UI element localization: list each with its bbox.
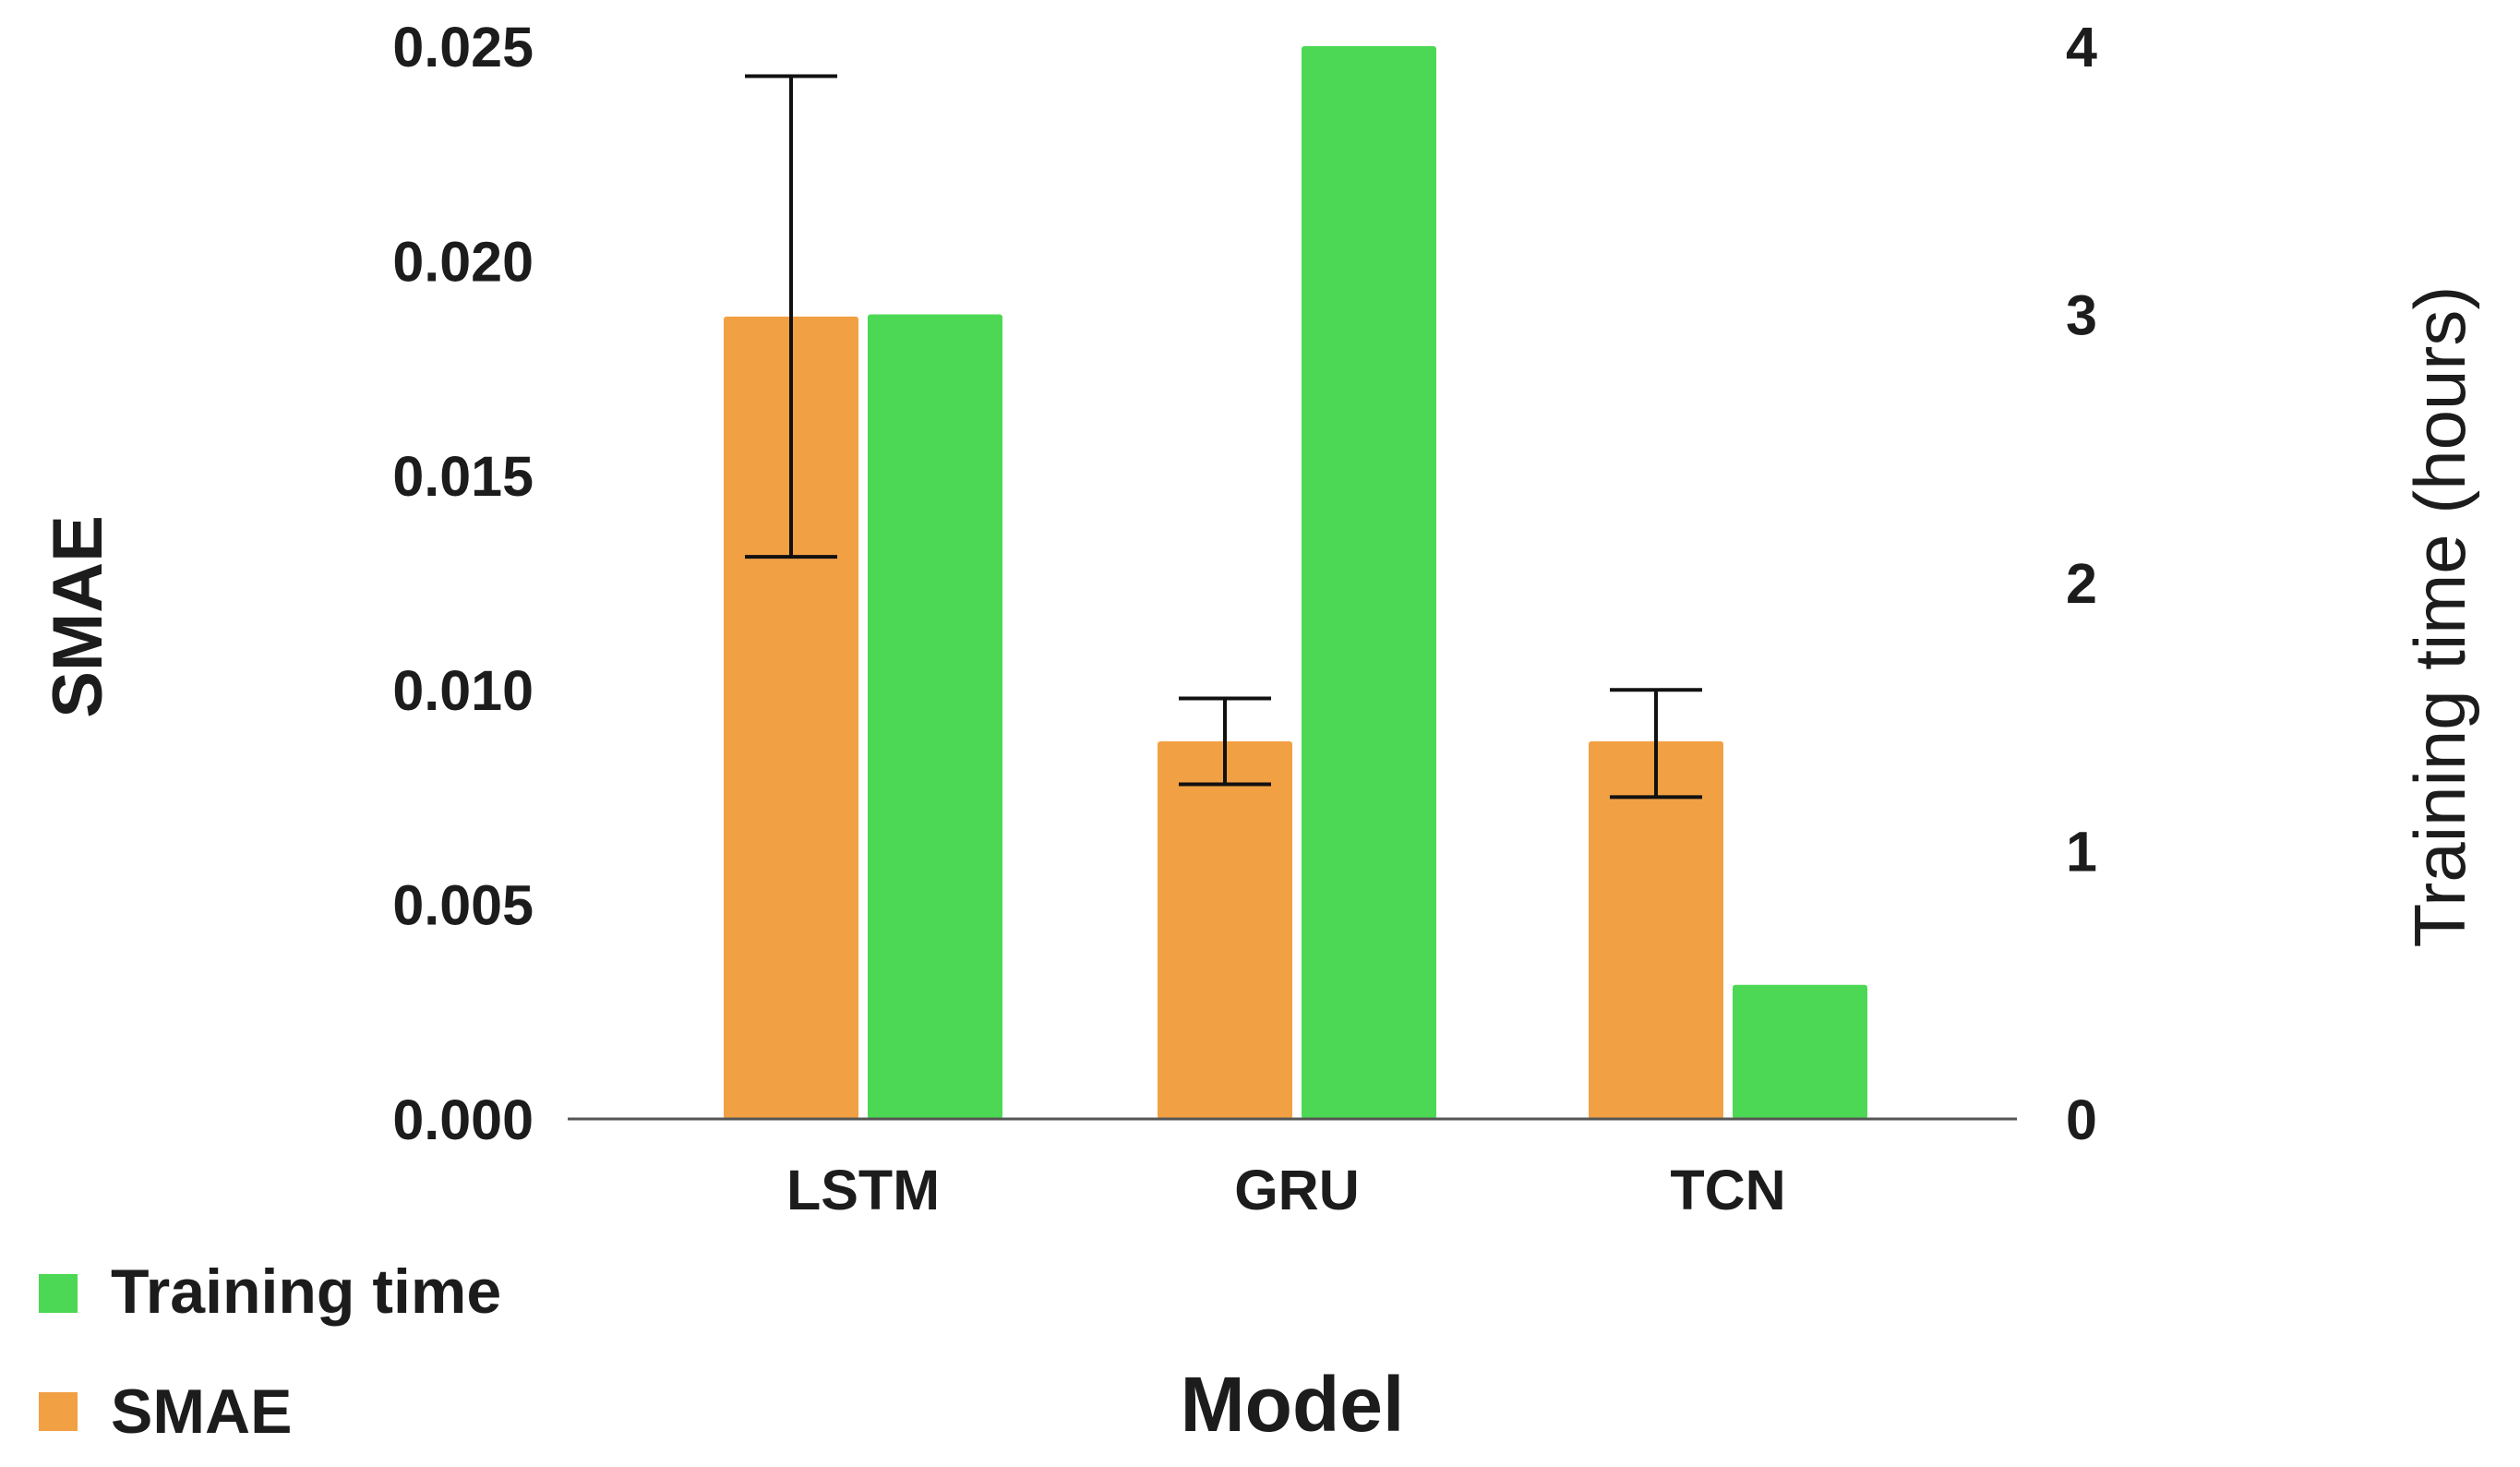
legend-swatch-training-time xyxy=(39,1274,78,1313)
bar-smae-tcn xyxy=(1589,740,1723,1119)
error-bars xyxy=(745,74,1702,800)
x-tick-label-tcn: TCN xyxy=(1670,1159,1785,1221)
x-tick-label-gru: GRU xyxy=(1234,1159,1360,1221)
legend-label-smae: SMAE xyxy=(111,1377,292,1447)
y-tick-label: 0.000 xyxy=(392,1088,534,1151)
bar-training-time-lstm xyxy=(868,314,1002,1119)
legend-label-training-time: Training time xyxy=(111,1257,501,1327)
y-tick-label: 0.005 xyxy=(392,874,534,937)
right-axis-ticks: 0 1 2 3 4 xyxy=(2066,16,2097,1151)
error-bar-lstm xyxy=(745,74,837,559)
x-axis-ticks: LSTM GRU TCN xyxy=(786,1159,1786,1221)
error-bar-gru xyxy=(1179,696,1271,787)
y2-tick-label: 3 xyxy=(2066,284,2097,347)
error-bar-tcn xyxy=(1610,688,1702,800)
bar-smae-lstm xyxy=(724,316,858,1120)
y2-tick-label: 1 xyxy=(2066,821,2097,884)
y2-axis-title: Training time (hours) xyxy=(2399,286,2480,948)
y-axis-title: SMAE xyxy=(39,515,117,718)
y-tick-label: 0.020 xyxy=(392,230,534,293)
left-axis-ticks: 0.000 0.005 0.010 0.015 0.020 0.025 xyxy=(392,16,534,1151)
y2-tick-label: 4 xyxy=(2066,16,2097,78)
x-axis-title: Model xyxy=(1181,1361,1405,1448)
x-tick-label-lstm: LSTM xyxy=(786,1159,940,1221)
bar-training-time-gru xyxy=(1302,46,1436,1119)
bar-smae-gru xyxy=(1158,740,1292,1119)
y-tick-label: 0.015 xyxy=(392,445,534,508)
bar-training-time-tcn xyxy=(1733,984,1867,1119)
legend-swatch-smae xyxy=(39,1392,78,1431)
y-tick-label: 0.010 xyxy=(392,659,534,722)
legend: Training time SMAE xyxy=(39,1257,501,1447)
y-tick-label: 0.025 xyxy=(392,16,534,78)
bars xyxy=(724,46,1867,1120)
y2-tick-label: 2 xyxy=(2066,552,2097,615)
y2-tick-label: 0 xyxy=(2066,1088,2097,1151)
